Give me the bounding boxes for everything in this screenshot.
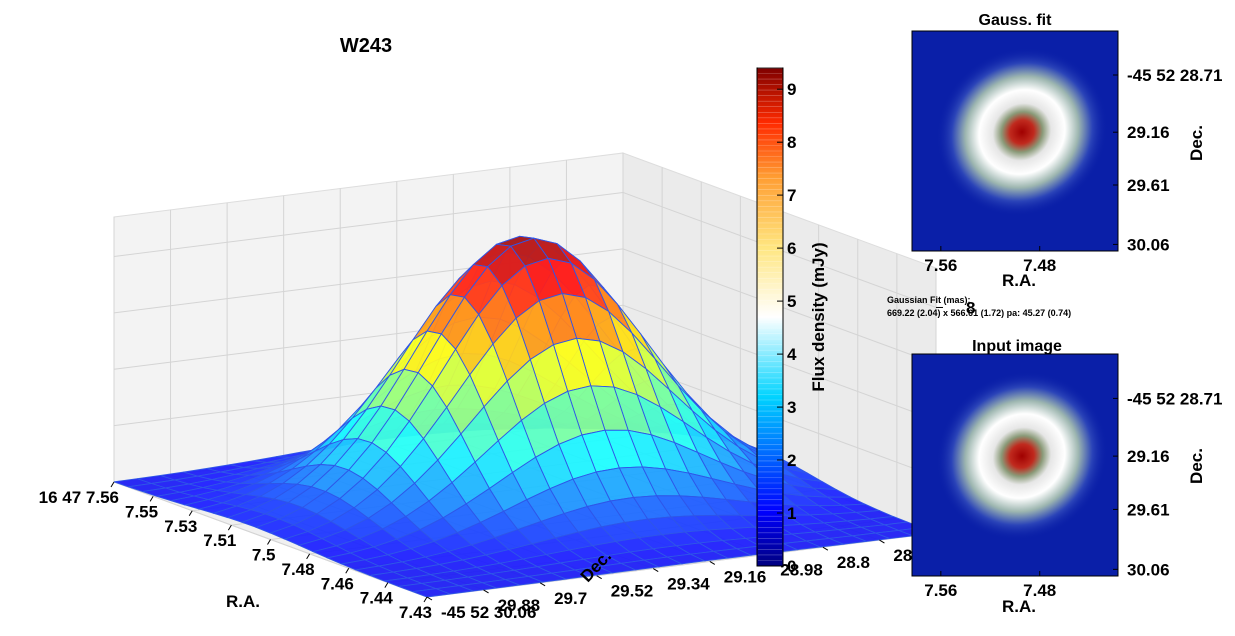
panel-y-tick-label: -45 52 28.71: [1127, 389, 1222, 408]
ra-tick-mark: [306, 553, 311, 560]
ra-tick-label: 7.48: [282, 560, 315, 579]
panel-x-tick-label: 7.48: [1023, 581, 1056, 600]
input-image-ylabel: Dec.: [1187, 448, 1206, 484]
input-image-frame: [911, 353, 1119, 577]
dec-tick-mark: [539, 582, 546, 587]
gauss-fit-frame: [911, 30, 1119, 252]
colorbar-tick-label: 7: [787, 186, 796, 205]
panel-y-tick-label: 29.61: [1127, 500, 1170, 519]
ra-tick-label: 16 47 7.56: [39, 488, 119, 507]
gauss-fit-ylabel: Dec.: [1187, 125, 1206, 161]
panel-y-tick-label: 29.16: [1127, 123, 1170, 142]
gauss-fit-panel: Gauss. fit 7.56 7.48 -45 52 28.71 29.16 29.6…: [887, 12, 1222, 318]
gaussian-fit-heading: Gaussian Fit (mas):: [887, 295, 971, 305]
ra-tick-label: 7.51: [203, 531, 236, 550]
colorbar-tick-label: 3: [787, 398, 796, 417]
dec-tick-label: 29.52: [611, 582, 654, 601]
colorbar-tick-label: 8: [787, 133, 796, 152]
input-image-panel: Input image 7.56 7.48 -45 52 28.71 29.16 29.…: [911, 338, 1222, 616]
colorbar-tick-label: 5: [787, 292, 796, 311]
ra-tick-label: 7.43: [399, 603, 432, 622]
colorbar-tick-label: 4: [787, 345, 797, 364]
panel-y-tick-label: 30.06: [1127, 235, 1170, 254]
panel-x-tick-label: 7.56: [924, 256, 957, 275]
colorbar-tick-label: 9: [787, 80, 796, 99]
ra-tick-label: 7.44: [360, 589, 394, 608]
input-image-xlabel: R.A.: [1002, 597, 1036, 616]
gauss-fit-ticks: 7.56 7.48 -45 52 28.71 29.16 29.61 30.06: [924, 66, 1222, 275]
ra-tick-mark: [110, 481, 115, 488]
panel-x-tick-label: 7.48: [1023, 256, 1056, 275]
ra-tick-label: 7.55: [125, 502, 158, 521]
ra-tick-label: 7.46: [321, 574, 354, 593]
colorbar-label: Flux density (mJy): [809, 242, 828, 391]
gauss-fit-source: [936, 47, 1108, 217]
ra-tick-mark: [423, 596, 428, 603]
dec-tick-mark: [596, 575, 602, 580]
dec-tick-label: 29.7: [554, 589, 587, 608]
surface-face: [412, 588, 451, 598]
ra-tick-mark: [345, 567, 350, 574]
colorbar-tick-label: 2: [787, 451, 796, 470]
dec-tick-label: 28.98: [780, 560, 823, 579]
ra-axis-label: R.A.: [226, 592, 260, 611]
dec-tick-label: 29.16: [724, 567, 767, 586]
dec-tick-mark: [483, 589, 489, 594]
colorbar-tick-label: 0: [787, 557, 796, 576]
input-image-title: Input image: [972, 338, 1062, 355]
colorbar: 0 1 2 3 4 5 6 7 8 9 Flux density (mJy): [756, 67, 828, 576]
input-image-ticks: 7.56 7.48 -45 52 28.71 29.16 29.61 30.06: [924, 389, 1222, 600]
colorbar-ticks: 0 1 2 3 4 5 6 7 8 9: [777, 80, 797, 576]
panel-y-tick-label: 29.61: [1127, 176, 1170, 195]
ra-tick-label: 7.53: [164, 517, 197, 536]
ra-tick-label: 7.5: [252, 546, 276, 565]
panel-y-tick-label: 30.06: [1127, 560, 1170, 579]
dec-tick-mark: [652, 568, 659, 572]
dec-tick-label: 29.88: [498, 596, 541, 615]
colorbar-gradient: [756, 67, 784, 567]
dec-tick-label: -45 52 30.06: [441, 603, 536, 622]
dec-tick-label: 28.8: [837, 553, 870, 572]
dec-tick-label: 29.34: [667, 575, 710, 594]
surface-plot: 16 47 7.567.557.537.517.57.487.467.447.4…: [39, 35, 993, 622]
dec-tick-mark: [879, 539, 885, 544]
panel-y-tick-label: -45 52 28.71: [1127, 66, 1222, 85]
colorbar-stripes: [758, 67, 782, 561]
surface-mesh: [113, 235, 937, 598]
input-image-source: [936, 371, 1108, 541]
ra-tick-mark: [149, 496, 154, 502]
ra-tick-mark: [188, 510, 193, 517]
colorbar-tick-label: 6: [787, 239, 796, 258]
dec-tick-mark: [822, 546, 829, 551]
colorbar-tick-label: 1: [787, 504, 796, 523]
gaussian-fit-values: 669.22 (2.04) x 566.61 (1.72) pa: 45.27 …: [887, 308, 1071, 318]
panel-x-tick-label: 7.56: [924, 581, 957, 600]
ra-tick-mark: [267, 539, 271, 545]
dec-tick-mark: [426, 596, 433, 601]
plot-title: W243: [340, 35, 392, 57]
dec-tick-mark: [709, 561, 716, 565]
gauss-fit-title: Gauss. fit: [979, 12, 1053, 29]
gauss-fit-xlabel: R.A.: [1002, 271, 1036, 290]
z-tick-label: 8: [966, 299, 975, 318]
panel-y-tick-label: 29.16: [1127, 447, 1170, 466]
ra-tick-mark: [384, 582, 389, 588]
ra-tick-mark: [227, 524, 232, 531]
